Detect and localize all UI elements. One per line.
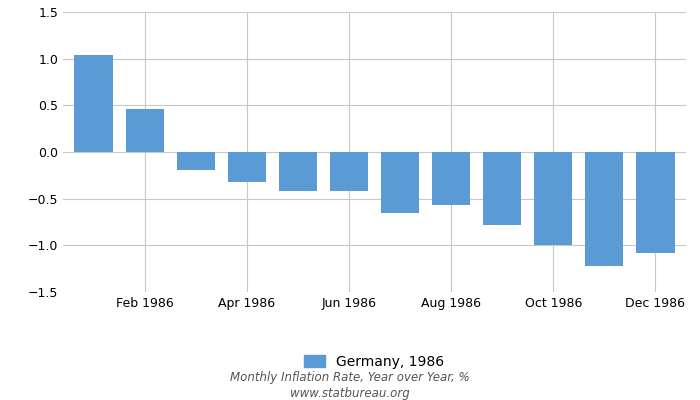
Legend: Germany, 1986: Germany, 1986 bbox=[299, 349, 450, 374]
Bar bbox=[636, 152, 675, 253]
Bar bbox=[432, 152, 470, 205]
Bar bbox=[279, 152, 317, 191]
Bar bbox=[125, 109, 164, 152]
Bar bbox=[381, 152, 419, 213]
Bar bbox=[534, 152, 573, 245]
Bar bbox=[228, 152, 266, 182]
Bar bbox=[74, 55, 113, 152]
Text: www.statbureau.org: www.statbureau.org bbox=[290, 388, 410, 400]
Bar bbox=[176, 152, 215, 170]
Bar bbox=[585, 152, 624, 266]
Text: Monthly Inflation Rate, Year over Year, %: Monthly Inflation Rate, Year over Year, … bbox=[230, 372, 470, 384]
Bar bbox=[330, 152, 368, 191]
Bar bbox=[483, 152, 522, 225]
